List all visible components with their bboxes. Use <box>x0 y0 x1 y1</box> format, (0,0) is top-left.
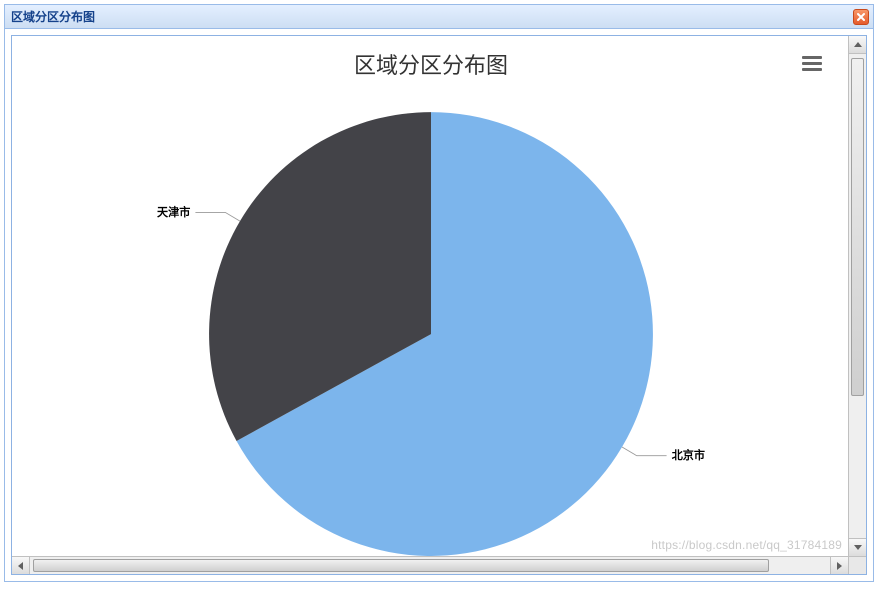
scroll-right-button[interactable] <box>830 557 848 574</box>
chart-panel: 区域分区分布图 北京市 天津市 <box>11 35 867 575</box>
chart-title: 区域分区分布图 <box>14 38 848 80</box>
chevron-right-icon <box>837 562 842 570</box>
leader-line <box>622 447 667 456</box>
scrollbar-corner <box>848 556 866 574</box>
vertical-scroll-thumb[interactable] <box>851 58 864 396</box>
pie-chart[interactable]: 北京市 天津市 <box>14 78 848 556</box>
vertical-scrollbar[interactable] <box>848 36 866 556</box>
content-frame: 区域分区分布图 北京市 天津市 <box>5 29 873 581</box>
chevron-down-icon <box>854 545 862 550</box>
hamburger-icon <box>802 56 822 59</box>
chevron-up-icon <box>854 42 862 47</box>
titlebar[interactable]: 区域分区分布图 <box>5 5 873 29</box>
horizontal-scroll-thumb[interactable] <box>33 559 769 572</box>
close-button[interactable] <box>853 9 869 25</box>
scroll-up-button[interactable] <box>849 36 866 54</box>
dialog-window: 区域分区分布图 区域分区分布图 北京市 天津市 <box>4 4 874 582</box>
window-title: 区域分区分布图 <box>9 8 853 25</box>
close-icon <box>856 12 866 22</box>
pie-container: 北京市 天津市 <box>14 78 848 556</box>
slice-label: 天津市 <box>157 205 190 219</box>
leader-line <box>195 212 240 221</box>
chart-menu-button[interactable] <box>802 56 822 72</box>
chart-viewport: 区域分区分布图 北京市 天津市 <box>14 38 848 556</box>
scroll-left-button[interactable] <box>12 557 30 574</box>
scroll-down-button[interactable] <box>849 538 866 556</box>
horizontal-scrollbar[interactable] <box>12 556 848 574</box>
slice-label: 北京市 <box>672 448 705 462</box>
chevron-left-icon <box>18 562 23 570</box>
